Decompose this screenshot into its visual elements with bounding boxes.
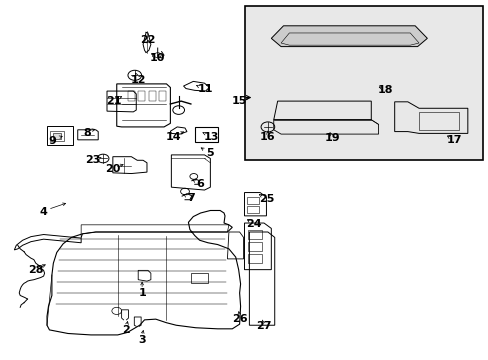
Text: 11: 11 [197,84,213,94]
Text: 8: 8 [83,129,91,138]
Text: 7: 7 [186,193,194,203]
Text: 17: 17 [446,135,461,145]
Text: 28: 28 [28,265,43,275]
Text: 9: 9 [48,136,56,145]
Text: 2: 2 [122,325,130,335]
Text: 25: 25 [259,194,274,204]
Text: 18: 18 [377,85,393,95]
Text: 16: 16 [260,132,275,142]
Text: 10: 10 [150,53,165,63]
Text: 23: 23 [84,155,100,165]
Text: 4: 4 [40,207,47,217]
Text: 6: 6 [196,179,204,189]
Text: 20: 20 [105,164,120,174]
Text: 19: 19 [324,133,339,143]
Text: 3: 3 [138,334,145,345]
Text: 26: 26 [231,314,247,324]
Text: 13: 13 [203,132,219,142]
Text: 12: 12 [130,75,145,85]
Polygon shape [271,26,427,46]
Bar [245,6,483,160]
Text: 21: 21 [106,96,122,106]
Polygon shape [53,133,61,139]
Text: 14: 14 [165,132,181,142]
Text: 15: 15 [231,96,247,106]
Text: 24: 24 [246,219,262,229]
Text: 5: 5 [206,148,214,158]
Text: 1: 1 [138,288,146,298]
Text: 27: 27 [256,321,271,331]
Text: 22: 22 [140,35,155,45]
